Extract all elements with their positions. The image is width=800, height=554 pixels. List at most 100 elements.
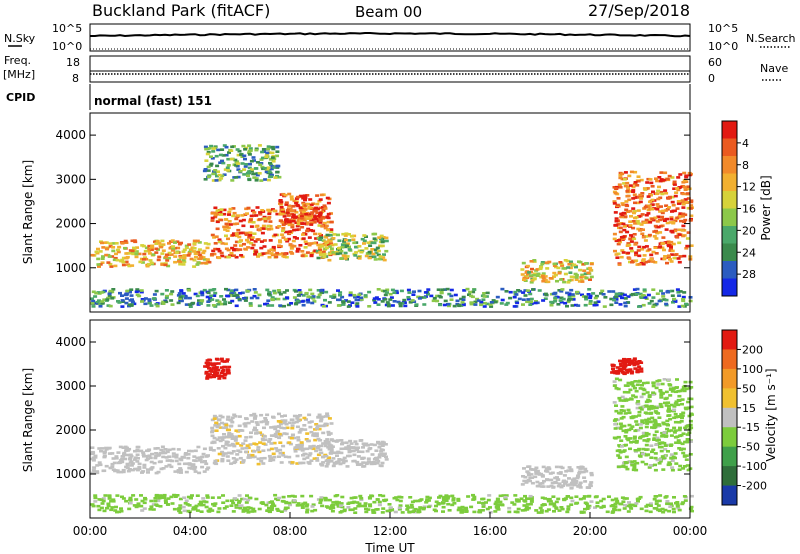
power-cell <box>303 246 308 249</box>
power-cell <box>238 292 243 295</box>
power-cell <box>219 208 224 211</box>
power-cell <box>218 161 223 164</box>
power-cell <box>266 217 271 220</box>
power-cell <box>203 168 208 171</box>
velocity-cell <box>673 420 678 424</box>
power-cell <box>270 296 275 299</box>
velocity-cell <box>619 417 624 420</box>
power-cell <box>334 250 339 254</box>
velocity-cell <box>311 444 316 448</box>
velocity-cell <box>667 509 672 513</box>
power-cell <box>184 246 189 250</box>
power-cell <box>580 293 584 297</box>
velocity-cell <box>238 450 243 454</box>
velocity-cell <box>625 398 630 401</box>
velocity-cell <box>621 409 626 412</box>
velocity-cell <box>622 372 627 376</box>
velocity-cell <box>128 496 133 500</box>
velocity-cell <box>633 386 637 390</box>
power-cell <box>269 167 274 171</box>
velocity-cell <box>165 459 170 462</box>
velocity-cell <box>143 498 148 501</box>
power-cell <box>242 168 247 171</box>
velocity-cell <box>191 463 196 466</box>
power-cell <box>561 297 566 301</box>
power-cell <box>617 239 622 242</box>
power-cell <box>115 258 120 262</box>
power-cell <box>217 249 222 253</box>
velocity-cell <box>360 504 364 508</box>
power-cell <box>206 304 211 307</box>
power-cell <box>341 301 346 304</box>
velocity-cell <box>244 446 249 450</box>
velocity-cell <box>297 431 302 434</box>
power-cell <box>227 210 232 214</box>
power-cell <box>96 263 101 266</box>
velocity-cell <box>104 448 109 451</box>
power-cell <box>559 278 564 281</box>
velocity-cell <box>552 510 556 513</box>
power-cell <box>315 249 320 253</box>
power-cell <box>362 234 367 237</box>
power-cell <box>235 248 240 251</box>
power-cell <box>295 224 300 228</box>
velocity-cell <box>303 452 308 456</box>
power-cell <box>629 240 634 243</box>
velocity-cell <box>638 426 643 430</box>
power-cell <box>394 291 399 295</box>
power-cell <box>231 207 236 210</box>
power-cell <box>567 295 572 298</box>
power-cell <box>165 294 169 298</box>
velocity-cell <box>150 466 155 469</box>
power-cell <box>675 216 680 220</box>
velocity-cell <box>170 502 175 505</box>
velocity-cell <box>607 495 611 498</box>
power-cell <box>249 238 254 241</box>
velocity-cell <box>244 417 248 420</box>
power-cell <box>685 192 690 195</box>
velocity-cell <box>665 500 670 503</box>
velocity-cell <box>156 454 161 457</box>
power-cell <box>312 221 317 224</box>
velocity-cell <box>605 510 610 514</box>
velocity-cell <box>261 462 266 465</box>
velocity-cell <box>293 446 298 449</box>
velocity-cell <box>124 465 129 469</box>
velocity-cell <box>622 367 626 370</box>
velocity-cell <box>385 509 390 513</box>
velocity-cell <box>248 443 253 446</box>
velocity-cell <box>525 470 530 473</box>
power-cell <box>270 298 275 301</box>
velocity-cell <box>621 500 626 503</box>
colorbar-tick-label: -200 <box>742 480 767 493</box>
power-cell <box>239 244 243 247</box>
power-cell <box>472 288 477 291</box>
velocity-cell <box>299 443 304 447</box>
colorbar-tick-label: -15 <box>742 421 760 434</box>
velocity-cell <box>246 446 251 450</box>
power-cell <box>120 242 125 245</box>
velocity-cell <box>425 495 430 499</box>
power-cell <box>295 195 300 199</box>
velocity-cell <box>663 397 668 401</box>
power-cell <box>398 302 403 305</box>
velocity-cell <box>128 498 133 502</box>
power-cell <box>278 240 283 244</box>
velocity-cell <box>544 469 548 473</box>
velocity-cell <box>99 498 104 502</box>
velocity-cell <box>194 504 199 508</box>
power-cell <box>90 297 94 300</box>
velocity-cell <box>350 508 355 511</box>
power-cell <box>130 249 135 253</box>
velocity-cell <box>539 472 544 476</box>
velocity-cell <box>480 509 485 512</box>
power-cell <box>170 303 175 306</box>
velocity-cell <box>254 432 258 435</box>
velocity-cell <box>621 429 626 433</box>
velocity-cell <box>189 449 194 453</box>
velocity-cell <box>570 499 575 503</box>
power-cell <box>449 288 454 292</box>
velocity-cell <box>214 422 219 425</box>
